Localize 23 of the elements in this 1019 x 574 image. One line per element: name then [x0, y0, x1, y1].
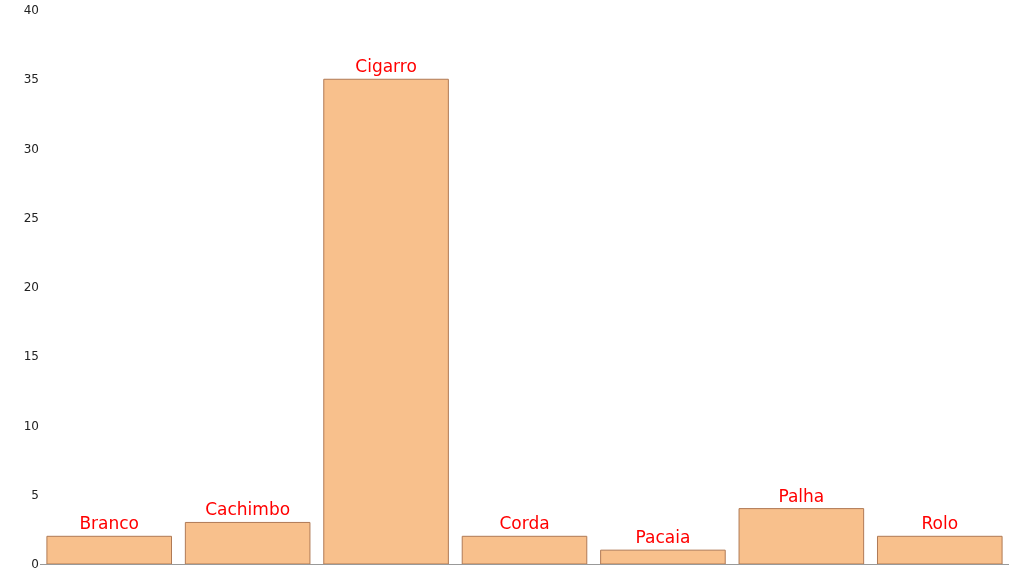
- x-tick-label: Pacaia: [635, 527, 691, 548]
- y-tick-label: 35: [23, 72, 39, 87]
- bar: [738, 508, 865, 564]
- x-tick-label: Corda: [499, 513, 550, 534]
- y-tick-label: 40: [23, 3, 39, 18]
- y-tick-label: 5: [31, 487, 39, 502]
- y-tick-label: 15: [23, 349, 39, 364]
- x-tick-label: Palha: [778, 485, 825, 506]
- bar: [461, 535, 588, 564]
- y-tick-label: 30: [23, 141, 39, 156]
- bar: [184, 521, 311, 564]
- x-tick-label: Rolo: [921, 513, 959, 534]
- x-tick-label: Cigarro: [355, 56, 417, 77]
- bar: [46, 535, 173, 564]
- bar: [876, 535, 1003, 564]
- bar: [323, 78, 449, 564]
- x-tick-label: Cachimbo: [205, 499, 291, 520]
- y-tick-label: 20: [23, 280, 39, 295]
- y-tick-label: 25: [23, 210, 39, 225]
- bar: [600, 549, 726, 564]
- y-tick-label: 0: [31, 557, 39, 572]
- x-tick-label: Branco: [79, 513, 140, 534]
- y-tick-label: 10: [23, 418, 39, 433]
